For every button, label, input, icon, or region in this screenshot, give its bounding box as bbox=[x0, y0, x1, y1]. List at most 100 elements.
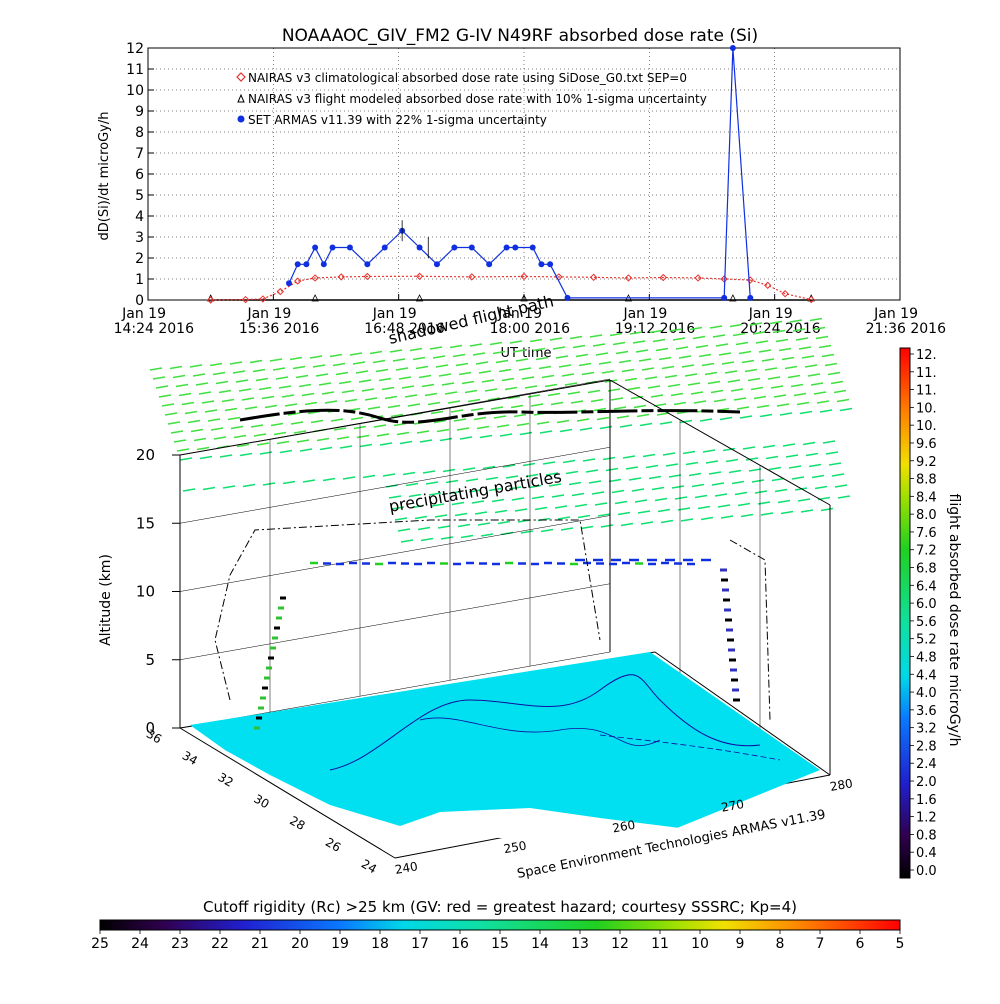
particle-arrow bbox=[695, 344, 709, 349]
particle-arrow bbox=[740, 513, 754, 518]
colorbar-tick-label: 0.8 bbox=[916, 828, 937, 843]
particle-arrow bbox=[656, 412, 670, 416]
particle-arrow bbox=[785, 454, 799, 458]
series-flight-modeled-point bbox=[311, 294, 319, 302]
series-climatological-point bbox=[276, 287, 285, 296]
z-tick-label: 5 bbox=[145, 651, 155, 669]
series-armas-point bbox=[468, 244, 475, 251]
particle-arrow bbox=[562, 459, 576, 464]
particle-arrow bbox=[554, 505, 568, 509]
colorbar-label: flight absorbed dose rate microGy/h bbox=[946, 494, 962, 747]
particle-arrow bbox=[605, 467, 619, 472]
series-climatological-point bbox=[659, 273, 667, 282]
particle-arrow bbox=[795, 337, 809, 341]
particle-arrow bbox=[658, 356, 672, 361]
series-armas-point bbox=[486, 261, 493, 268]
particle-arrow bbox=[591, 491, 605, 495]
particle-arrow bbox=[330, 418, 344, 422]
x-tick-time: 18:00 2016 bbox=[490, 321, 571, 337]
particle-arrow bbox=[241, 397, 255, 401]
particle-arrow bbox=[199, 455, 213, 460]
particle-arrow bbox=[536, 421, 550, 425]
particle-arrow bbox=[735, 341, 749, 346]
wall-gridline bbox=[179, 447, 611, 524]
particle-arrow bbox=[261, 395, 275, 400]
particle-arrow bbox=[390, 413, 404, 418]
y-tick-label: 7 bbox=[135, 146, 144, 162]
particle-arrow bbox=[276, 440, 290, 445]
particle-arrow bbox=[379, 442, 393, 446]
particle-arrow bbox=[415, 365, 429, 370]
particle-arrow bbox=[691, 483, 705, 488]
rigidity-tick-label: 19 bbox=[331, 936, 349, 952]
particle-arrow bbox=[477, 522, 491, 526]
particle-arrow bbox=[293, 430, 307, 434]
particle-arrow bbox=[758, 349, 772, 353]
rigidity-tick-label: 13 bbox=[571, 936, 589, 952]
particle-arrow bbox=[420, 537, 434, 542]
particle-arrow bbox=[372, 359, 386, 364]
particle-arrow bbox=[715, 343, 729, 347]
particle-arrow bbox=[333, 427, 347, 431]
legend: NAIRAS v3 climatological absorbed dose r… bbox=[236, 71, 707, 127]
wall-gridline bbox=[179, 515, 611, 592]
particle-arrow bbox=[787, 374, 801, 379]
series-flight-modeled-point bbox=[729, 294, 737, 302]
particle-arrow bbox=[598, 361, 612, 365]
particle-arrow bbox=[559, 428, 573, 433]
lat-tick-label: 32 bbox=[216, 770, 236, 790]
particle-arrow bbox=[356, 434, 370, 439]
particle-arrow bbox=[567, 391, 581, 395]
particle-arrow bbox=[725, 458, 739, 463]
particle-arrow bbox=[432, 355, 446, 359]
particle-arrow bbox=[654, 497, 668, 502]
particle-arrow bbox=[272, 367, 286, 371]
particle-arrow bbox=[759, 413, 773, 418]
wall-gridline bbox=[179, 583, 611, 660]
shadowed-flight-path-top bbox=[239, 408, 741, 424]
particle-arrow bbox=[407, 403, 421, 407]
particle-arrow bbox=[367, 406, 381, 410]
particle-arrow bbox=[452, 353, 466, 358]
particle-arrow bbox=[341, 389, 355, 394]
particle-arrow bbox=[338, 380, 352, 385]
series-climatological-point bbox=[259, 295, 267, 303]
legend-label: SET ARMAS v11.39 with 22% 1-sigma uncert… bbox=[248, 113, 547, 127]
particle-arrow bbox=[556, 419, 570, 424]
particle-arrow bbox=[634, 499, 648, 503]
particle-arrow bbox=[738, 350, 752, 355]
series-climatological-point bbox=[363, 272, 372, 281]
particle-arrow bbox=[292, 365, 306, 370]
particle-arrow bbox=[472, 352, 486, 356]
particle-arrow bbox=[278, 385, 292, 389]
particle-arrow bbox=[547, 392, 561, 397]
particle-arrow bbox=[475, 361, 489, 365]
particle-arrow bbox=[551, 494, 565, 498]
particle-arrow bbox=[427, 401, 441, 406]
particle-arrow bbox=[232, 370, 246, 374]
particle-arrow bbox=[493, 415, 507, 419]
rigidity-tick-label: 7 bbox=[816, 936, 825, 952]
particle-arrow bbox=[404, 394, 418, 398]
particle-arrow bbox=[429, 346, 443, 350]
particle-arrow bbox=[641, 367, 655, 371]
particle-arrow bbox=[784, 365, 798, 370]
particle-arrow bbox=[196, 446, 210, 451]
particle-arrow bbox=[631, 488, 645, 492]
particle-arrow bbox=[189, 364, 203, 368]
colorbar-tick-label: 8.8 bbox=[916, 473, 937, 488]
particle-arrow bbox=[729, 323, 743, 328]
particle-arrow bbox=[727, 379, 741, 383]
particle-arrow bbox=[436, 428, 450, 433]
colorbar-tick-label: 0.4 bbox=[916, 846, 937, 861]
particle-arrow bbox=[230, 425, 244, 430]
particle-arrow bbox=[296, 439, 310, 443]
y-axis-label: dD(Si)/dt microGy/h bbox=[97, 112, 112, 241]
particle-arrow bbox=[359, 443, 373, 448]
particle-arrow bbox=[594, 502, 608, 506]
particle-arrow bbox=[742, 446, 756, 450]
particle-arrow bbox=[761, 358, 775, 362]
particle-arrow bbox=[269, 358, 283, 362]
rigidity-tick-label: 10 bbox=[691, 936, 709, 952]
particle-arrow bbox=[628, 477, 642, 481]
